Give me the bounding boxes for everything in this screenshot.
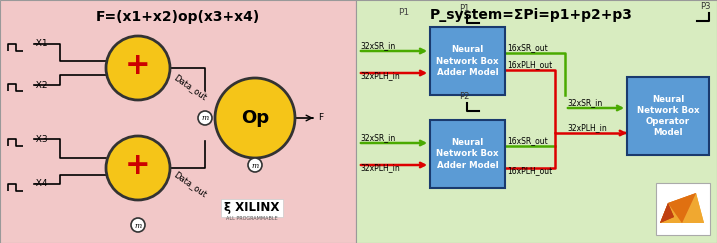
Text: m: m [252,162,259,170]
Polygon shape [660,193,704,223]
Circle shape [248,158,262,172]
Text: Data_out: Data_out [172,170,209,199]
Text: 16xPLH_out: 16xPLH_out [507,60,552,69]
Text: Neural
Network Box
Operator
Model: Neural Network Box Operator Model [637,95,699,137]
Text: P_system=ΣPi=p1+p2+p3: P_system=ΣPi=p1+p2+p3 [430,8,633,22]
Bar [0,0,356,243]
Text: 16xPLH_out: 16xPLH_out [507,166,552,175]
Text: m: m [134,222,142,229]
Text: -X2: -X2 [34,80,49,89]
Text: 32xSR_in: 32xSR_in [567,98,602,107]
Text: 32xPLH_in: 32xPLH_in [360,163,400,172]
Text: F: F [318,113,323,122]
Text: ξ XILINX: ξ XILINX [224,201,280,215]
Text: Neural
Network Box
Adder Model: Neural Network Box Adder Model [436,139,499,170]
Text: -X4: -X4 [34,180,49,189]
Text: F=(x1+x2)op(x3+x4): F=(x1+x2)op(x3+x4) [96,10,260,24]
Polygon shape [668,193,696,223]
Text: m: m [201,114,209,122]
Text: P1: P1 [398,8,409,17]
Bar [430,120,505,188]
Text: -X3: -X3 [34,134,49,144]
Bar [356,0,717,243]
Text: Neural
Network Box
Adder Model: Neural Network Box Adder Model [436,45,499,77]
Text: P1: P1 [459,4,470,13]
Text: +: + [125,151,151,181]
Text: P2: P2 [459,92,470,101]
Bar [656,183,710,235]
Circle shape [198,111,212,125]
Text: P3: P3 [700,2,711,11]
Text: -X1: -X1 [34,40,49,49]
Circle shape [215,78,295,158]
Bar [627,77,709,155]
Text: 32xSR_in: 32xSR_in [360,41,395,50]
Text: ALL PROGRAMMABLE: ALL PROGRAMMABLE [226,216,278,221]
Circle shape [131,218,145,232]
Text: 16xSR_out: 16xSR_out [507,136,548,145]
Text: 16xSR_out: 16xSR_out [507,43,548,52]
Circle shape [106,36,170,100]
Bar [430,27,505,95]
Text: +: + [125,52,151,80]
Text: Data_out: Data_out [172,73,209,102]
Polygon shape [660,203,674,223]
Text: 32xPLH_in: 32xPLH_in [360,71,400,80]
Text: 32xSR_in: 32xSR_in [360,133,395,142]
Text: 32xPLH_in: 32xPLH_in [567,123,607,132]
Circle shape [106,136,170,200]
Text: Op: Op [241,109,269,127]
